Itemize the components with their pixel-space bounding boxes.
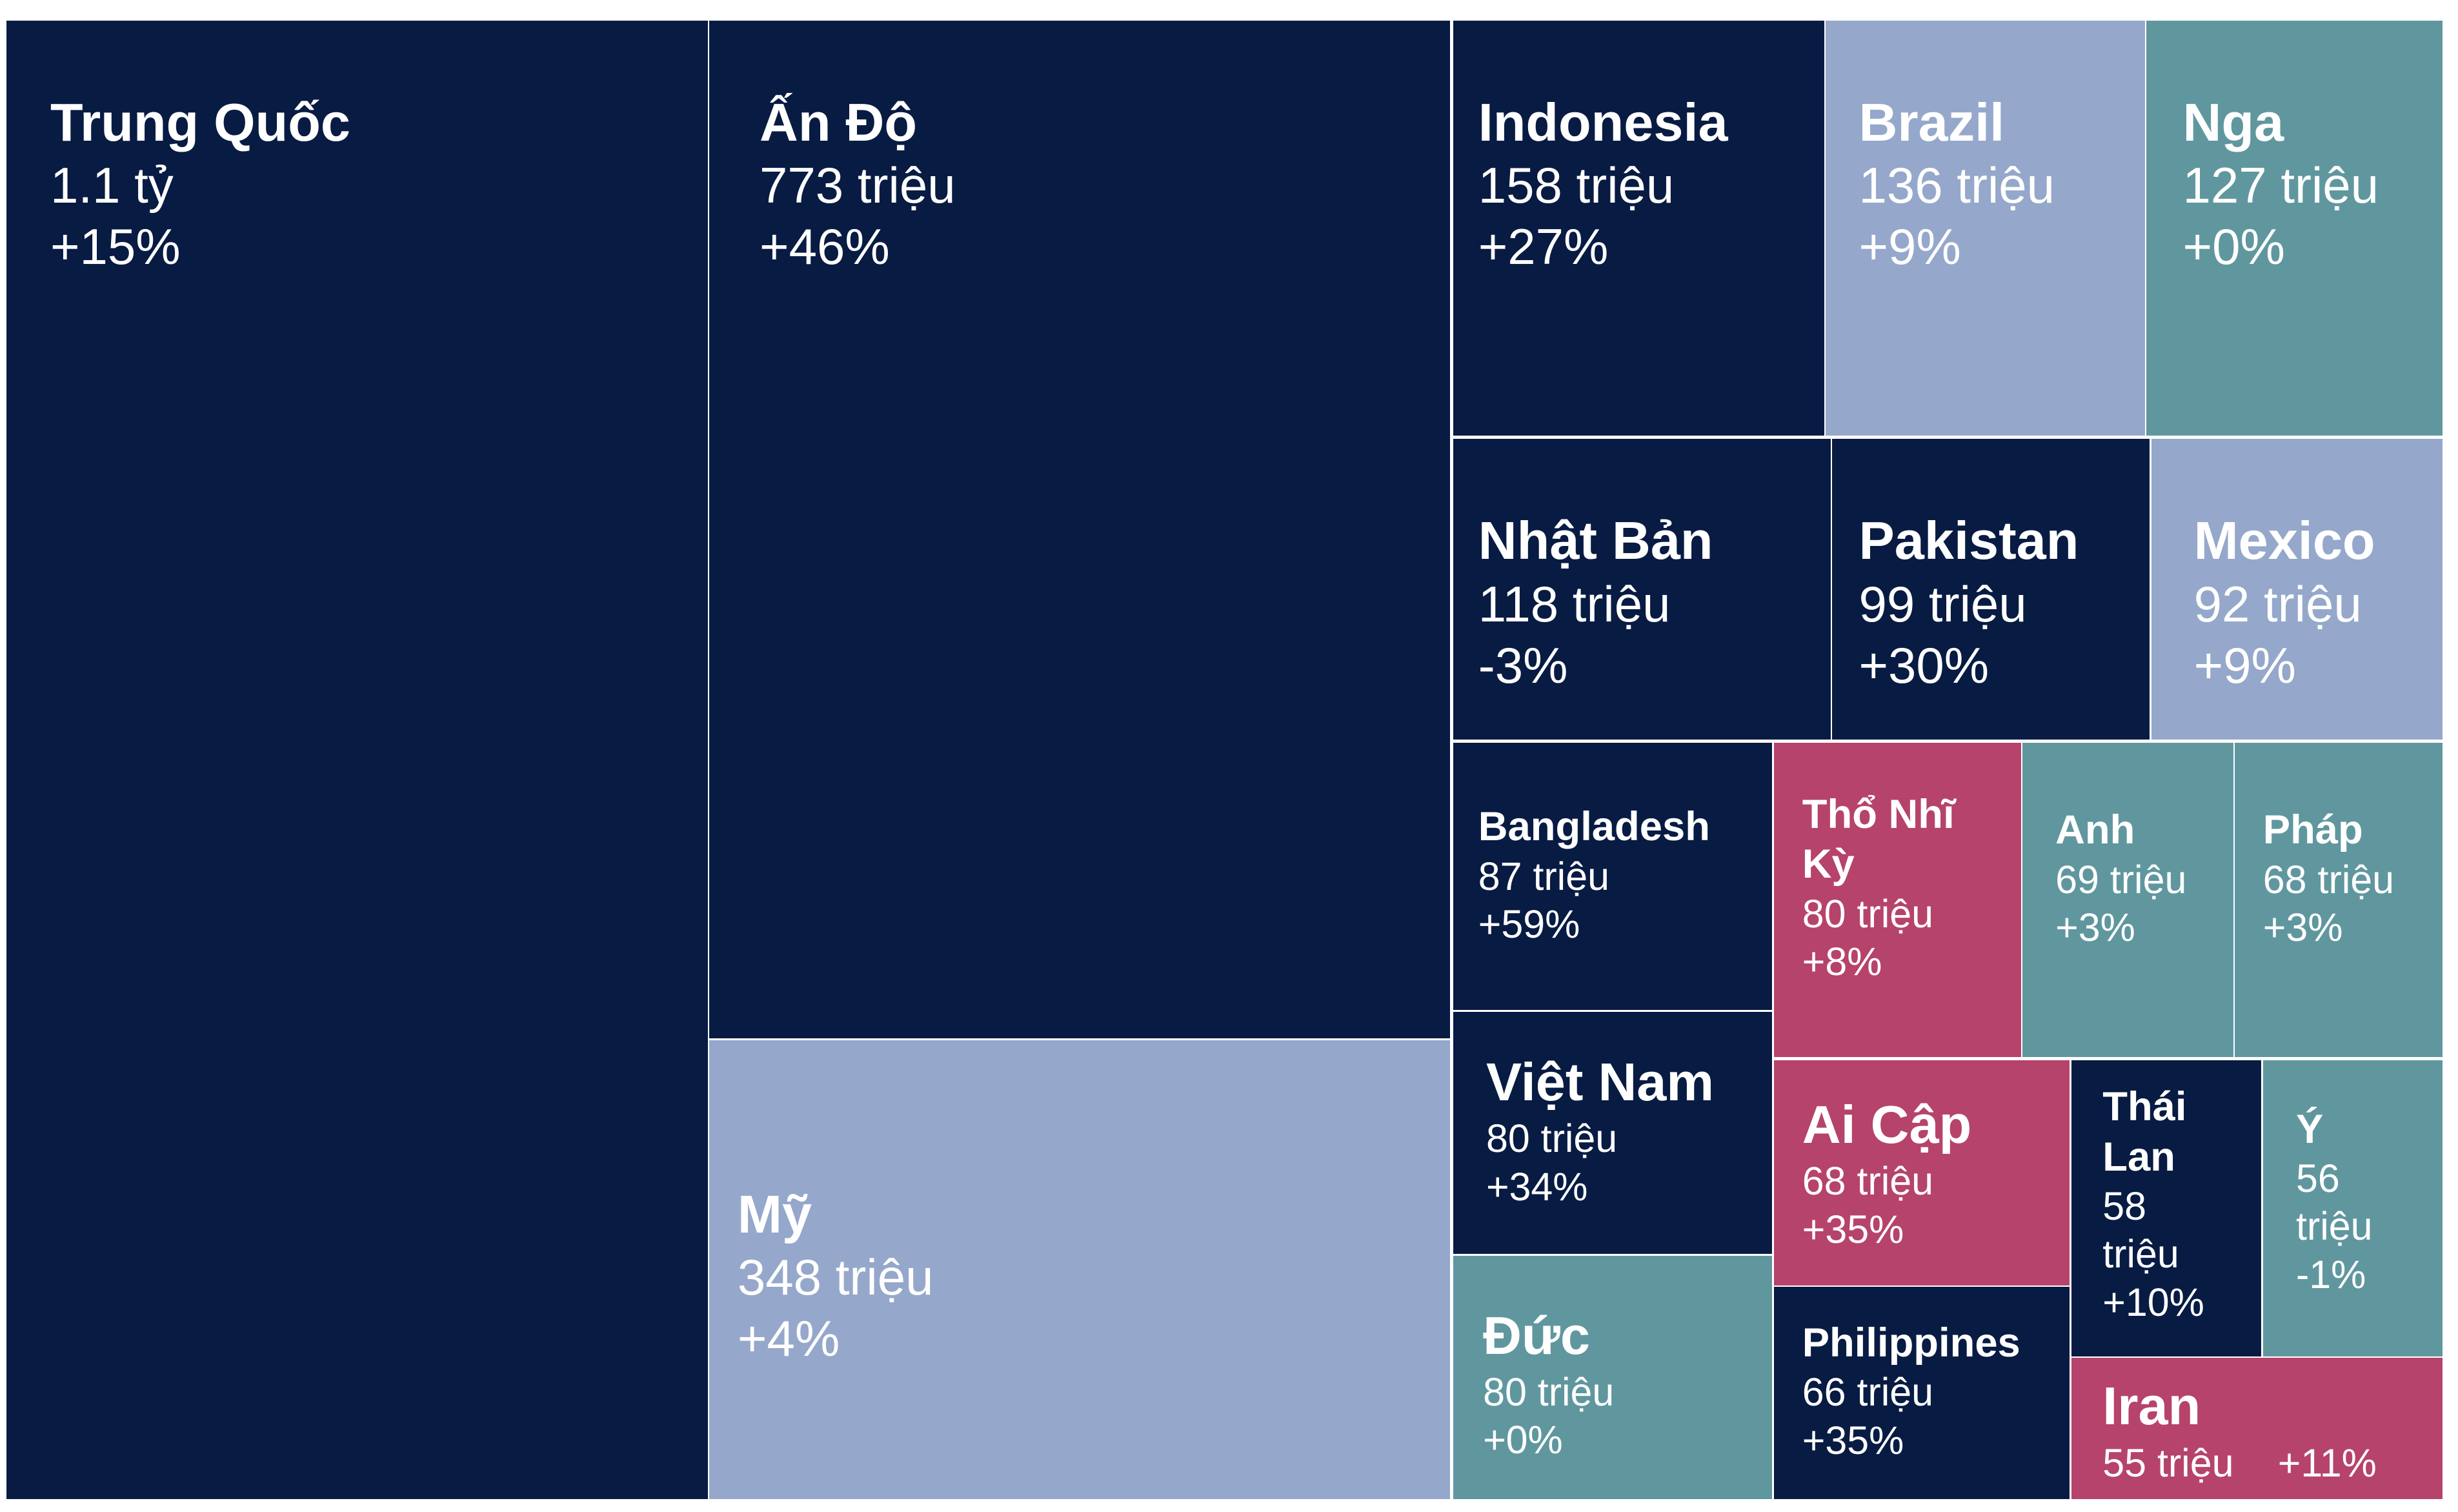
cell-label-value: 80 triệu bbox=[1486, 1116, 1618, 1161]
treemap-cell-16: Thái Lan 58 triệu +10% bbox=[2071, 1060, 2262, 1356]
cell-label-change: +4% bbox=[737, 1310, 840, 1367]
cell-label-name: Nga bbox=[2182, 92, 2284, 152]
cell-label-name: Bangladesh bbox=[1478, 804, 1710, 850]
treemap-cell-20: Iran 55 triệu +11% bbox=[2071, 1358, 2443, 1500]
cell-label-name: Anh bbox=[2055, 807, 2135, 853]
cell-label-name: Iran bbox=[2102, 1376, 2201, 1436]
cell-label-name: Mỹ bbox=[737, 1184, 812, 1244]
cell-label-value: 55 triệu bbox=[2102, 1440, 2234, 1485]
cell-label-value: 56 triệu bbox=[2295, 1156, 2373, 1249]
treemap-cell-3: Mỹ 348 triệu +4% bbox=[709, 1040, 1450, 1500]
cell-label-value: 348 triệu bbox=[737, 1249, 934, 1306]
cell-label-name: Đức bbox=[1483, 1305, 1591, 1366]
treemap-cell-17: Ý 56 triệu -1% bbox=[2262, 1060, 2443, 1356]
cell-label-value: 80 triệu bbox=[1802, 891, 1934, 936]
cell-label-value: 1.1 tỷ bbox=[50, 157, 174, 214]
cell-label-value: 127 triệu bbox=[2182, 157, 2379, 214]
treemap-cell-2: Ấn Độ 773 triệu +46% bbox=[709, 20, 1450, 1039]
cell-label-name: Ý bbox=[2295, 1106, 2324, 1152]
treemap-cell-14: Việt Nam 80 triệu +34% bbox=[1453, 1011, 1773, 1255]
cell-label-value: 68 triệu bbox=[2262, 857, 2395, 902]
cell-label-name: Indonesia bbox=[1478, 92, 1728, 152]
cell-label-change: +35% bbox=[1802, 1207, 1904, 1251]
cell-label-name: Ai Cập bbox=[1802, 1094, 1972, 1155]
treemap-cell-4: Indonesia 158 triệu +27% bbox=[1453, 20, 1824, 436]
cell-label-name: Ấn Độ bbox=[760, 92, 918, 152]
cell-label-name: Việt Nam bbox=[1486, 1052, 1715, 1113]
cell-label-change: +0% bbox=[2182, 218, 2285, 276]
treemap-cell-8: Pakistan 99 triệu +30% bbox=[1832, 439, 2150, 740]
treemap-cell-5: Brazil 136 triệu +9% bbox=[1826, 20, 2146, 436]
treemap-cell-6: Nga 127 triệu +0% bbox=[2146, 20, 2443, 436]
cell-label-change: -3% bbox=[1478, 636, 1568, 694]
cell-label-value: 136 triệu bbox=[1859, 157, 2055, 214]
treemap-cell-19: Philippines 66 triệu +35% bbox=[1773, 1287, 2070, 1500]
cell-label-name: Philippines bbox=[1802, 1320, 2020, 1366]
cell-label-change: +27% bbox=[1478, 218, 1609, 276]
cell-label-value: 92 triệu bbox=[2193, 575, 2362, 632]
cell-label-change: +9% bbox=[2193, 636, 2296, 694]
cell-label-change: +59% bbox=[1478, 902, 1580, 947]
cell-label-value: 66 triệu bbox=[1802, 1370, 1934, 1415]
cell-label-value: 99 triệu bbox=[1859, 575, 2027, 632]
cell-label-change: +46% bbox=[760, 218, 890, 276]
cell-label-change: +9% bbox=[1859, 218, 1961, 276]
cell-label-change: +35% bbox=[1802, 1418, 1904, 1462]
cell-label-change: -1% bbox=[2295, 1252, 2366, 1296]
cell-label-change: +3% bbox=[2262, 905, 2343, 949]
treemap-cell-1: Trung Quốc 1.1 tỷ +15% bbox=[6, 20, 708, 1500]
cell-label-name: Thổ Nhĩ Kỳ bbox=[1802, 791, 1955, 887]
cell-label-change: +15% bbox=[50, 218, 181, 276]
cell-label-change: +34% bbox=[1486, 1164, 1588, 1209]
cell-label-value: 80 triệu bbox=[1483, 1369, 1615, 1414]
cell-label-change: +11% bbox=[2277, 1440, 2377, 1485]
treemap-cell-9: Mexico 92 triệu +9% bbox=[2151, 439, 2443, 740]
cell-label-value: 773 triệu bbox=[760, 157, 956, 214]
cell-label-name: Brazil bbox=[1859, 92, 2005, 152]
cell-label-value: 68 triệu bbox=[1802, 1159, 1934, 1204]
cell-label-change: +0% bbox=[1483, 1418, 1563, 1462]
cell-label-value: 69 triệu bbox=[2055, 857, 2187, 902]
treemap-cell-15: Ai Cập 68 triệu +35% bbox=[1773, 1060, 2070, 1285]
treemap-cell-7: Nhật Bản 118 triệu -3% bbox=[1453, 439, 1831, 740]
cell-label-name: Thái Lan bbox=[2102, 1084, 2187, 1180]
cell-label-value: 87 triệu bbox=[1478, 854, 1610, 898]
cell-label-value: 58 triệu bbox=[2102, 1184, 2179, 1276]
cell-label-name: Pháp bbox=[2262, 807, 2363, 853]
treemap-cell-18: Đức 80 triệu +0% bbox=[1453, 1255, 1773, 1500]
treemap-cell-10: Bangladesh 87 triệu +59% bbox=[1453, 742, 1773, 1011]
treemap-cell-13: Pháp 68 triệu +3% bbox=[2234, 742, 2443, 1058]
treemap-cell-11: Thổ Nhĩ Kỳ 80 triệu +8% bbox=[1773, 742, 2021, 1058]
cell-label-change: +30% bbox=[1859, 636, 1990, 694]
cell-label-change: +10% bbox=[2102, 1280, 2204, 1324]
treemap-cell-12: Anh 69 triệu +3% bbox=[2022, 742, 2233, 1058]
cell-label-name: Pakistan bbox=[1859, 510, 2079, 571]
cell-label-value: 158 triệu bbox=[1478, 157, 1675, 214]
cell-label-change: +8% bbox=[1802, 939, 1882, 983]
cell-label-name: Mexico bbox=[2193, 510, 2375, 571]
cell-label-name: Trung Quốc bbox=[50, 92, 350, 152]
cell-label-change: +3% bbox=[2055, 905, 2135, 949]
cell-label-name: Nhật Bản bbox=[1478, 510, 1713, 571]
cell-label-value: 118 triệu bbox=[1478, 575, 1671, 632]
